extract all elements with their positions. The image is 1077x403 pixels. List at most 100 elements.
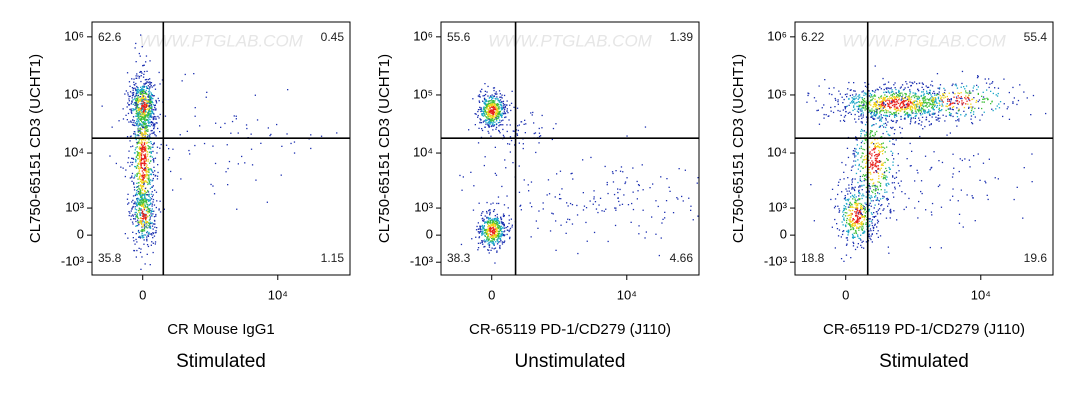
event-dot <box>891 93 893 96</box>
y-tick-label: 10⁵ <box>413 86 433 101</box>
event-dot <box>861 161 864 163</box>
event-dot <box>154 123 156 125</box>
event-dot <box>969 99 971 102</box>
event-dot <box>873 171 875 174</box>
event-dot <box>145 127 147 129</box>
event-dot <box>135 110 138 113</box>
event-dot <box>878 203 880 205</box>
event-dot <box>505 226 507 229</box>
event-dot <box>487 115 489 117</box>
event-dot <box>864 100 866 102</box>
event-dot <box>213 193 216 195</box>
event-dot <box>149 110 151 112</box>
event-dot <box>135 216 137 218</box>
event-dot <box>906 103 909 105</box>
event-dot <box>488 252 490 254</box>
event-dot <box>957 119 959 121</box>
event-dot <box>140 142 142 144</box>
event-dot <box>963 110 965 112</box>
event-dot <box>939 109 941 112</box>
event-dot <box>899 92 901 94</box>
event-dot <box>144 113 146 116</box>
event-dot <box>908 95 910 97</box>
event-dot <box>862 101 864 103</box>
event-dot <box>851 213 853 215</box>
event-dot <box>876 112 878 114</box>
event-dot <box>150 107 153 109</box>
event-dot <box>147 191 149 193</box>
event-dot <box>902 102 905 105</box>
event-dot <box>856 215 858 217</box>
event-dot <box>491 125 493 127</box>
event-dot <box>613 193 616 196</box>
event-dot <box>132 237 134 239</box>
event-dot <box>150 124 153 126</box>
event-dot <box>137 186 139 188</box>
event-dot <box>861 117 863 120</box>
event-dot <box>874 224 876 226</box>
event-dot <box>892 175 894 177</box>
event-dot <box>907 96 909 98</box>
event-dot <box>873 189 875 191</box>
event-dot <box>852 218 854 220</box>
event-dot <box>857 159 859 161</box>
event-dot <box>977 92 979 95</box>
event-dot <box>153 173 155 176</box>
event-dot <box>879 213 882 215</box>
event-dot <box>137 197 139 200</box>
event-dot <box>500 234 502 236</box>
event-dot <box>139 99 141 101</box>
event-dot <box>926 98 928 100</box>
event-dot <box>957 92 959 94</box>
event-dot <box>146 231 148 234</box>
event-dot <box>484 119 487 121</box>
event-dot <box>615 170 617 172</box>
event-dot <box>142 200 145 202</box>
event-dot <box>143 174 145 176</box>
event-dot <box>148 100 151 102</box>
event-dot <box>921 192 923 195</box>
event-dot <box>141 202 144 204</box>
event-dot <box>593 190 595 192</box>
event-dot <box>135 99 138 101</box>
event-dot <box>928 124 931 126</box>
event-dot <box>133 124 135 126</box>
event-dot <box>619 204 621 206</box>
event-dot <box>973 111 975 113</box>
event-dot <box>146 253 148 255</box>
event-dot <box>135 238 137 241</box>
event-dot <box>140 132 142 134</box>
event-dot <box>151 121 154 124</box>
event-dot <box>506 110 508 112</box>
event-dot <box>994 87 996 89</box>
event-dot <box>984 180 986 182</box>
event-dot <box>490 96 493 98</box>
event-dot <box>856 204 859 206</box>
event-dot <box>949 108 951 110</box>
event-dot <box>141 170 143 172</box>
event-dot <box>869 202 871 204</box>
event-dot <box>149 100 152 102</box>
event-dot <box>483 225 485 227</box>
event-dot <box>889 100 891 102</box>
event-dot <box>155 215 157 217</box>
event-dot <box>877 89 879 91</box>
event-dot <box>885 91 887 93</box>
event-dot <box>489 233 491 235</box>
event-dot <box>147 199 149 201</box>
event-dot <box>876 197 879 199</box>
event-dot <box>478 101 481 103</box>
event-dot <box>533 122 535 124</box>
event-dot <box>854 222 856 224</box>
event-dot <box>585 207 588 209</box>
event-dot <box>244 162 246 164</box>
event-dot <box>929 98 931 100</box>
event-dot <box>851 206 853 208</box>
event-dot <box>697 215 699 217</box>
event-dot <box>136 141 138 144</box>
event-dot <box>499 241 501 243</box>
event-dot <box>145 61 147 63</box>
event-dot <box>143 146 145 148</box>
event-dot <box>494 103 497 105</box>
event-dot <box>145 89 147 92</box>
